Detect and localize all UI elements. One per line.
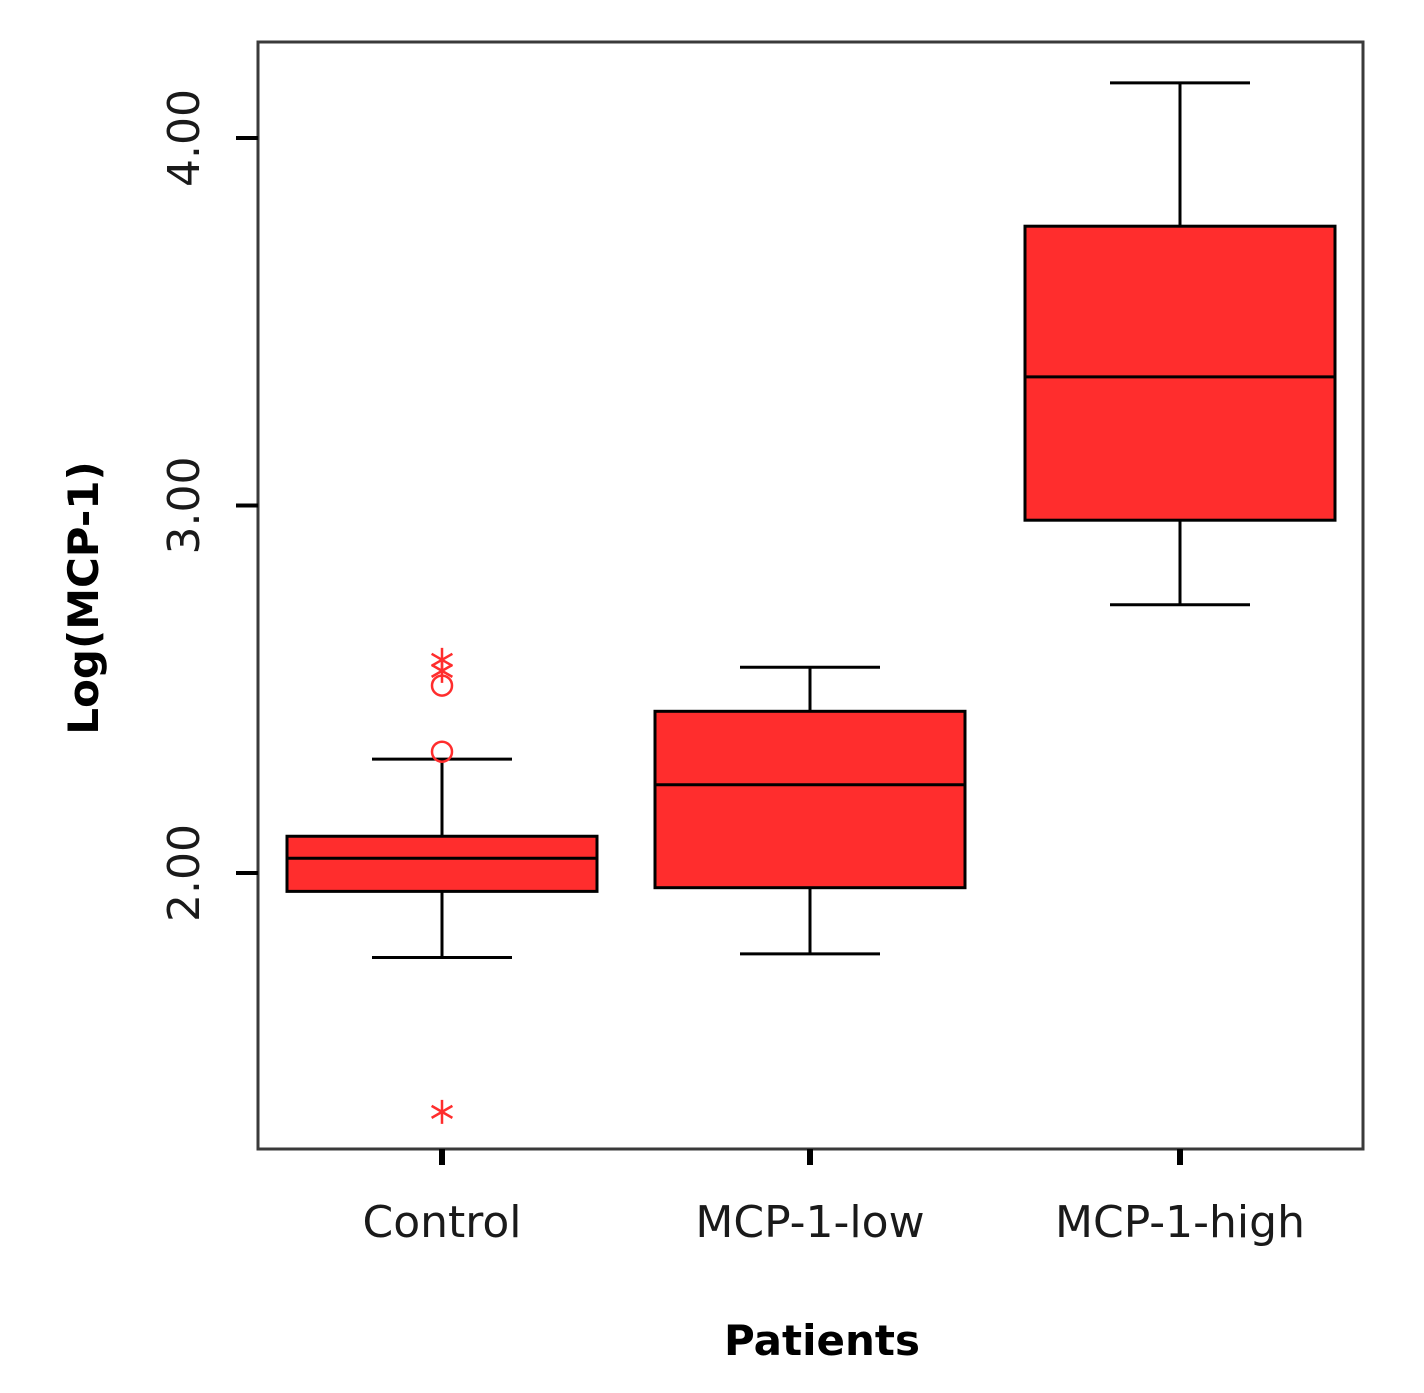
box-iqr xyxy=(1023,224,1337,522)
x-category-label: MCP-1-low xyxy=(695,1197,924,1248)
box-iqr xyxy=(285,834,599,893)
boxes-group xyxy=(285,81,1337,1124)
x-category-label: MCP-1-high xyxy=(1055,1197,1305,1248)
y-tick-label: 3.00 xyxy=(159,457,210,555)
x-axis: Control MCP-1-low MCP-1-high xyxy=(362,1149,1305,1248)
x-axis-title: Patients xyxy=(724,1316,920,1365)
y-tick-label: 4.00 xyxy=(159,89,210,187)
outlier-circle xyxy=(430,740,454,763)
box-group xyxy=(1023,81,1337,607)
box-group xyxy=(653,665,967,956)
x-category-label: Control xyxy=(362,1197,521,1248)
outlier-star xyxy=(430,658,454,683)
plot-frame xyxy=(256,40,1365,1151)
outlier-circle xyxy=(430,674,454,697)
outlier-star xyxy=(430,1099,454,1124)
box-iqr xyxy=(653,709,967,890)
y-axis-title: Log(MCP-1) xyxy=(59,461,108,734)
y-axis: 2.00 3.00 4.00 xyxy=(159,89,258,922)
y-tick-label: 2.00 xyxy=(159,824,210,922)
box-group xyxy=(285,647,599,1124)
